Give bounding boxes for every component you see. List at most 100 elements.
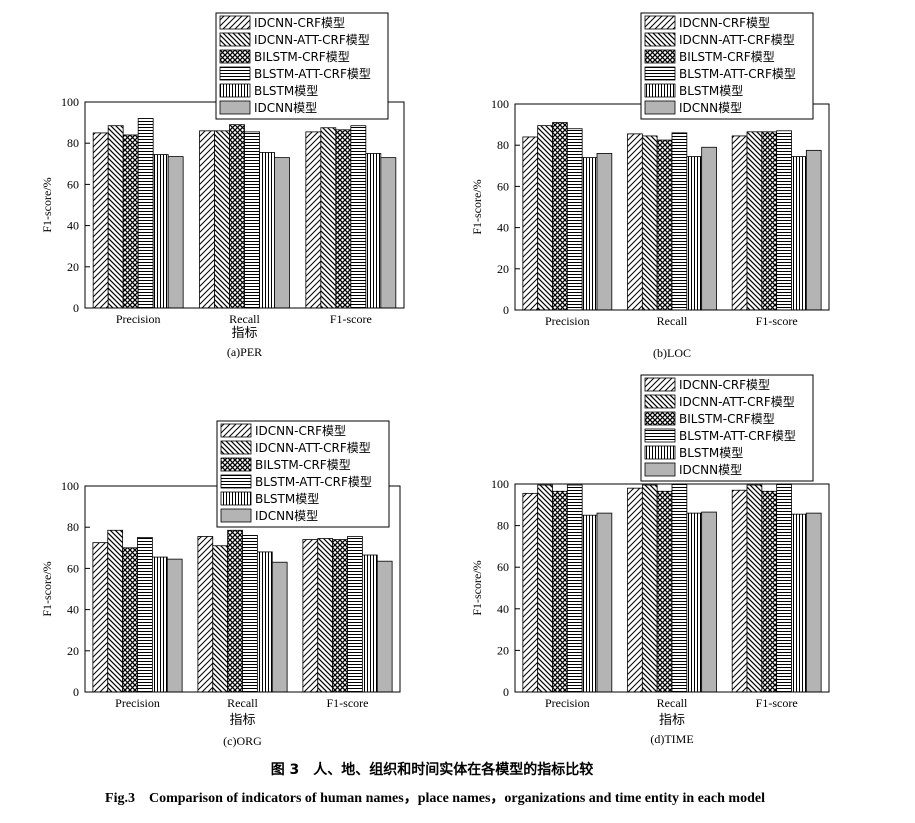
legend-label: BLSTM-ATT-CRF模型 (679, 67, 796, 81)
bar-3-s0-c1 (627, 487, 643, 693)
legend-label: BILSTM-CRF模型 (679, 412, 775, 426)
bar-3-s3-c0 (566, 484, 583, 693)
bar-1-s0-c1 (627, 133, 643, 311)
legend-swatch (219, 83, 251, 98)
y-tick-label: 20 (497, 643, 509, 657)
legend-swatch (644, 66, 676, 81)
y-tick-label: 20 (67, 260, 79, 274)
legend-swatch (220, 457, 252, 472)
bar-0-s4-c2 (365, 153, 382, 309)
bar-0-s0-c0 (92, 132, 109, 309)
plot-frame (514, 483, 830, 693)
y-tick-label: 40 (67, 219, 79, 233)
bar-0-s5-c2 (380, 157, 397, 309)
bar-1-s2-c1 (656, 139, 673, 311)
y-tick-label: 80 (497, 138, 509, 152)
legend-label: IDCNN-ATT-CRF模型 (679, 395, 795, 409)
bar-3-s1-c2 (746, 484, 763, 693)
bar-1-s5-c1 (701, 146, 717, 311)
bar-0-s1-c2 (320, 127, 337, 309)
legend-swatch (644, 394, 676, 409)
y-tick-label: 60 (497, 560, 509, 574)
legend-label: IDCNN模型 (679, 101, 742, 115)
legend-swatch (219, 66, 251, 81)
legend-swatch (219, 49, 251, 64)
bar-3-s4-c1 (686, 512, 703, 693)
y-tick-label: 80 (67, 136, 79, 150)
bar-0-s3-c0 (137, 118, 154, 309)
legend-label: IDCNN-CRF模型 (254, 16, 345, 30)
panel-subtitle: (b)LOC (653, 346, 691, 360)
bar-2-s2-c1 (227, 529, 243, 693)
legend-label: IDCNN-CRF模型 (679, 16, 770, 30)
bar-2-s0-c1 (197, 536, 214, 693)
legend-swatch (220, 508, 252, 523)
y-tick-label: 0 (503, 685, 509, 699)
x-tick-label: F1-score (327, 696, 369, 710)
legend-swatch (644, 462, 676, 477)
y-tick-label: 80 (67, 520, 79, 534)
legend-swatch (644, 377, 676, 392)
legend-label: BILSTM-CRF模型 (679, 50, 775, 64)
x-tick-label: Recall (227, 696, 258, 710)
bar-0-s2-c2 (335, 129, 352, 309)
bar-0-s1-c1 (214, 130, 230, 309)
x-tick-label: Recall (657, 314, 688, 328)
legend-label: BILSTM-CRF模型 (255, 458, 351, 472)
legend-label: BLSTM模型 (679, 84, 743, 98)
legend-swatch (219, 15, 251, 30)
legend-label: IDCNN-ATT-CRF模型 (679, 33, 795, 47)
y-axis-label: F1-score/% (470, 560, 484, 615)
bar-2-s3-c1 (242, 535, 258, 693)
x-tick-label: Recall (657, 696, 688, 710)
panel-subtitle: (c)ORG (223, 734, 262, 748)
bar-2-s3-c0 (137, 537, 153, 693)
x-tick-label: F1-score (330, 312, 372, 326)
y-tick-label: 60 (497, 179, 509, 193)
legend-swatch (220, 423, 252, 438)
bar-2-s2-c0 (122, 547, 138, 693)
y-tick-label: 0 (73, 685, 79, 699)
legend-label: IDCNN-ATT-CRF模型 (255, 441, 371, 455)
bar-1-s1-c0 (537, 125, 553, 311)
bar-2-s1-c2 (317, 538, 334, 693)
chart-panel-1: 0 20 40 60 80 100 Precision Recall F1-score F1-sc… (470, 12, 830, 360)
bar-0-s2-c1 (229, 124, 245, 309)
y-tick-label: 100 (61, 479, 79, 493)
bar-2-s5-c2 (376, 560, 393, 693)
bar-1-s4-c1 (686, 156, 703, 311)
bar-3-s0-c0 (522, 492, 539, 693)
bar-2-s4-c1 (256, 551, 273, 693)
bar-2-s0-c0 (92, 542, 109, 693)
legend-swatch (644, 428, 676, 443)
bar-2-s5-c0 (166, 558, 183, 693)
x-axis-label: 指标 (231, 326, 257, 341)
bar-1-s5-c2 (805, 149, 822, 311)
bar-0-s4-c0 (152, 154, 169, 309)
legend-label: IDCNN模型 (679, 463, 742, 477)
y-axis-label: F1-score/% (40, 561, 54, 616)
bar-2-s4-c2 (361, 554, 378, 693)
bar-3-s1-c0 (537, 484, 553, 693)
bar-3-s3-c2 (776, 483, 792, 693)
legend-label: IDCNN模型 (254, 101, 317, 115)
panel-subtitle: (d)TIME (650, 732, 693, 746)
y-axis-label: F1-score/% (40, 177, 54, 232)
bar-1-s0-c2 (731, 135, 748, 311)
legend-swatch (644, 49, 676, 64)
legend-swatch (644, 411, 676, 426)
legend-label: BLSTM-ATT-CRF模型 (255, 475, 372, 489)
legend-swatch (644, 83, 676, 98)
figure-caption-cn: 图 3 人、地、组织和时间实体在各模型的指标比较 (271, 761, 594, 778)
x-tick-label: Precision (116, 312, 161, 326)
y-tick-label: 40 (67, 603, 79, 617)
bar-2-s2-c2 (332, 539, 348, 693)
y-tick-label: 40 (497, 221, 509, 235)
bar-1-s4-c2 (791, 156, 807, 311)
x-tick-label: Precision (545, 696, 590, 710)
bar-2-s0-c2 (302, 539, 319, 693)
legend-swatch (644, 445, 676, 460)
bar-3-s5-c2 (805, 512, 822, 693)
chart-panel-0: 0 20 40 60 80 100 Precision Recall F1-score F1-sc… (40, 12, 405, 359)
legend-label: BLSTM模型 (254, 84, 318, 98)
